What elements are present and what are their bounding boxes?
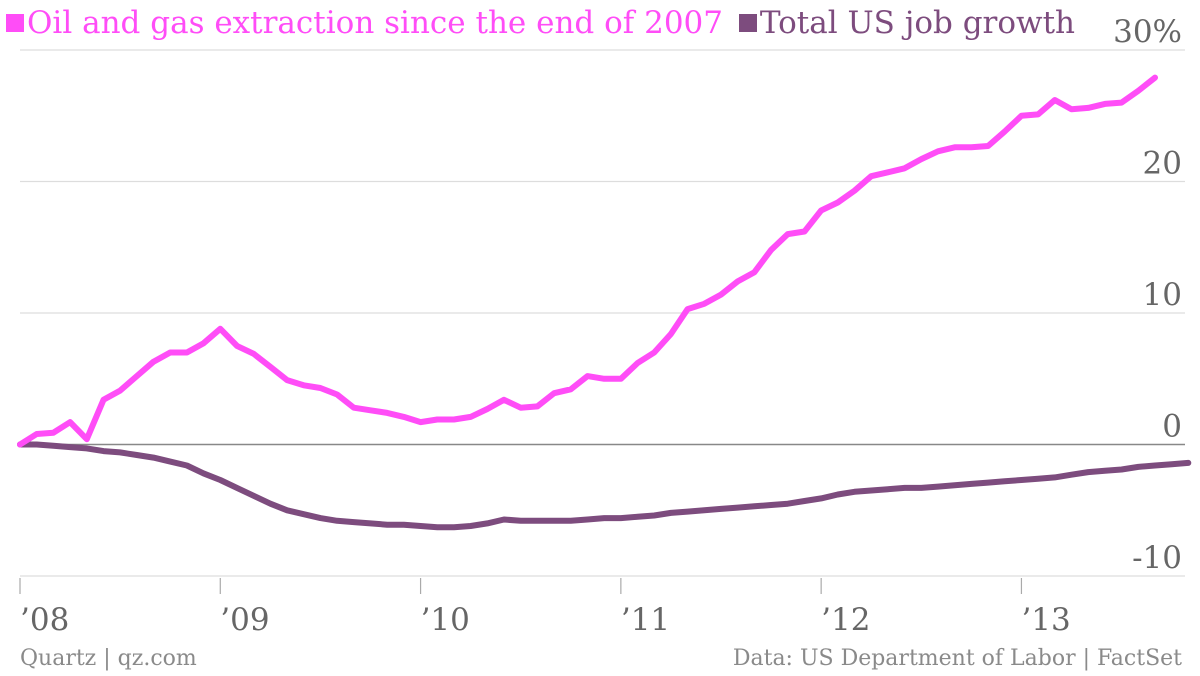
data-source: Data: US Department of Labor | FactSet [732,646,1182,671]
x-axis-ticks: ’08 ’09 ’10 ’11 ’12 ’13 [19,578,1071,638]
legend-label-us-jobs: Total US job growth [759,5,1075,41]
gridlines [20,49,1185,577]
x-tick-label: ’10 [421,602,470,638]
legend-item-oil-gas: Oil and gas extraction since the end of … [6,5,723,41]
x-tick-label: ’09 [220,602,269,638]
x-tick-label: ’12 [821,602,870,638]
series-lines [17,74,1192,531]
y-tick-label: 0 [1162,409,1182,445]
y-axis-ticks: 30% 20 10 0 -10 [1113,14,1182,576]
x-tick-label: ’08 [20,602,69,638]
y-tick-label: 30% [1113,14,1182,50]
y-tick-label: 20 [1143,146,1182,182]
legend-item-us-jobs: Total US job growth [738,5,1075,41]
y-tick-label: -10 [1132,540,1182,576]
source-credit: Quartz | qz.com [20,646,197,671]
legend: Oil and gas extraction since the end of … [6,4,1081,41]
x-tick-label: ’11 [621,602,670,638]
legend-swatch-oil-gas [6,14,24,32]
x-tick-label: ’13 [1021,602,1070,638]
legend-label-oil-gas: Oil and gas extraction since the end of … [27,5,724,41]
legend-swatch-us-jobs [738,14,757,32]
y-tick-label: 10 [1143,277,1182,313]
series-line-oil-gas [17,74,1158,448]
series-line-us-jobs [17,441,1192,531]
